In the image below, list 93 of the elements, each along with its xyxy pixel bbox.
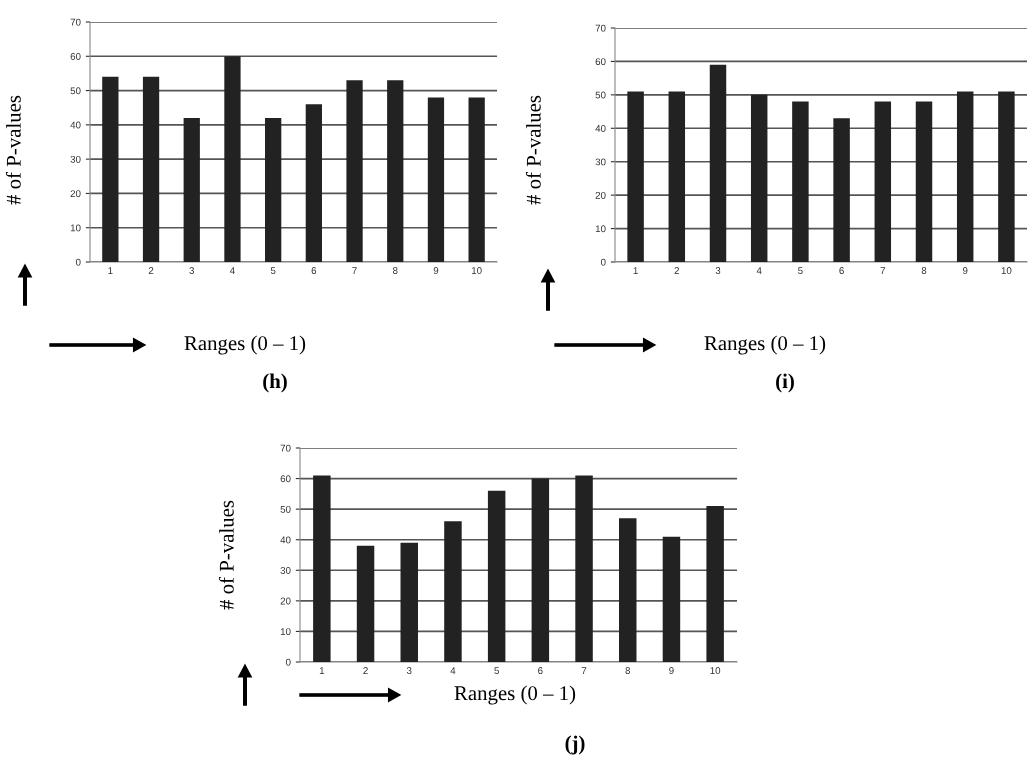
y-tick-label: 40 xyxy=(70,121,81,129)
bar xyxy=(400,542,418,662)
x-tick-label: 8 xyxy=(625,667,631,674)
x-tick-label: 6 xyxy=(538,667,543,674)
x-tick-label: 5 xyxy=(798,267,803,274)
bar xyxy=(142,76,160,262)
y-tick-label: 20 xyxy=(595,191,606,199)
bar xyxy=(305,104,322,262)
x-tick-label: 2 xyxy=(363,667,368,674)
x-tick-label: 8 xyxy=(392,267,398,274)
y-tick-label: 60 xyxy=(70,53,81,60)
bar xyxy=(444,521,462,662)
x-tick-label: 3 xyxy=(715,267,721,274)
text: (j) xyxy=(565,735,585,755)
x-tick-label: 4 xyxy=(229,267,235,274)
x-tick-label: 3 xyxy=(406,667,412,674)
text: (i) xyxy=(776,373,794,393)
bar xyxy=(668,91,686,262)
bar xyxy=(102,76,119,262)
bar xyxy=(427,97,445,262)
y-tick-label: 10 xyxy=(595,225,606,233)
bar xyxy=(619,518,637,662)
x-axis-title: Ranges (0 – 1) xyxy=(454,685,576,705)
x-tick-label: 4 xyxy=(756,267,762,274)
x-tick-label: 2 xyxy=(148,267,154,274)
x-tick-label: 7 xyxy=(581,667,587,674)
bar xyxy=(662,536,681,662)
bar xyxy=(709,64,727,262)
y-tick-label: 30 xyxy=(595,158,606,166)
y-tick-label: 40 xyxy=(595,125,606,132)
y-axis-title: # of P-values xyxy=(218,500,234,610)
x-tick-label: 10 xyxy=(710,667,721,674)
y-tick-label: 60 xyxy=(595,58,606,66)
y-tick-label: 0 xyxy=(75,258,81,266)
bar xyxy=(915,101,933,262)
x-tick-label: 1 xyxy=(108,267,113,274)
y-tick-label: 50 xyxy=(280,505,291,513)
x-tick-label: 7 xyxy=(880,267,886,274)
x-tick-label: 2 xyxy=(674,267,680,274)
y-axis-title: # of P-values xyxy=(525,95,541,205)
x-tick-label: 9 xyxy=(433,267,439,274)
y-tick-label: 30 xyxy=(280,567,291,574)
bar xyxy=(750,94,768,262)
bar xyxy=(356,545,375,662)
x-tick-label: 6 xyxy=(311,267,317,274)
bar xyxy=(265,118,282,262)
bar xyxy=(874,101,892,262)
x-tick-label: 5 xyxy=(270,267,276,274)
x-tick-label: 10 xyxy=(1001,267,1012,274)
x-tick-label: 1 xyxy=(633,267,638,274)
y-tick-label: 70 xyxy=(70,18,81,26)
y-tick-label: 0 xyxy=(600,258,606,266)
x-tick-label: 10 xyxy=(471,267,482,274)
x-tick-label: 8 xyxy=(921,267,927,274)
bar xyxy=(487,490,506,662)
bar xyxy=(833,118,850,262)
bar xyxy=(956,91,974,262)
y-tick-label: 10 xyxy=(280,628,291,636)
y-tick-label: 20 xyxy=(70,190,81,198)
y-tick-label: 70 xyxy=(595,24,606,32)
y-tick-label: 60 xyxy=(280,475,291,483)
bar xyxy=(627,91,644,262)
y-tick-label: 70 xyxy=(280,444,291,452)
bar xyxy=(468,97,485,262)
y-tick-label: 20 xyxy=(280,597,291,605)
x-tick-label: 4 xyxy=(450,667,456,674)
x-axis-title: Ranges (0 – 1) xyxy=(184,335,306,355)
bar xyxy=(224,56,241,262)
x-axis-title: Ranges (0 – 1) xyxy=(704,335,826,355)
y-tick-label: 10 xyxy=(70,224,81,232)
bar xyxy=(387,80,404,262)
x-tick-label: 5 xyxy=(494,667,499,674)
bar xyxy=(183,118,200,262)
x-tick-label: 9 xyxy=(962,267,968,274)
y-axis-title: # of P-values xyxy=(5,95,21,205)
y-tick-label: 50 xyxy=(70,87,81,95)
bar xyxy=(998,91,1015,262)
x-tick-label: 3 xyxy=(189,267,195,274)
y-tick-label: 50 xyxy=(595,91,606,99)
bar xyxy=(313,475,331,662)
bar xyxy=(346,80,363,262)
x-tick-label: 7 xyxy=(352,267,357,274)
x-tick-label: 6 xyxy=(839,267,844,274)
y-tick-label: 0 xyxy=(285,658,291,666)
text: (h) xyxy=(263,373,287,393)
x-tick-label: 9 xyxy=(669,667,674,674)
bar xyxy=(792,101,809,262)
bar xyxy=(575,475,593,662)
x-tick-label: 1 xyxy=(319,667,325,674)
bar xyxy=(531,478,550,662)
y-tick-label: 40 xyxy=(280,536,291,544)
y-tick-label: 30 xyxy=(70,155,81,163)
bar xyxy=(706,506,724,662)
